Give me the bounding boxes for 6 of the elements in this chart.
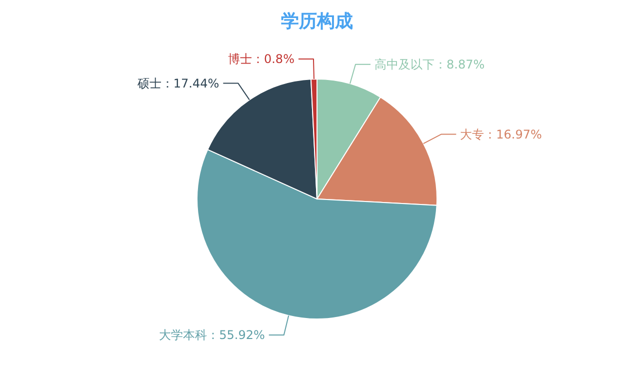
slice-label: 大学本科：55.92% xyxy=(159,328,265,342)
slice-label: 硕士：17.44% xyxy=(136,76,220,90)
slice-label: 大专：16.97% xyxy=(460,127,542,142)
chart-title: 学历构成 xyxy=(281,11,353,32)
slice-label: 博士：0.8% xyxy=(228,52,294,66)
slice-label: 高中及以下：8.87% xyxy=(374,57,485,72)
